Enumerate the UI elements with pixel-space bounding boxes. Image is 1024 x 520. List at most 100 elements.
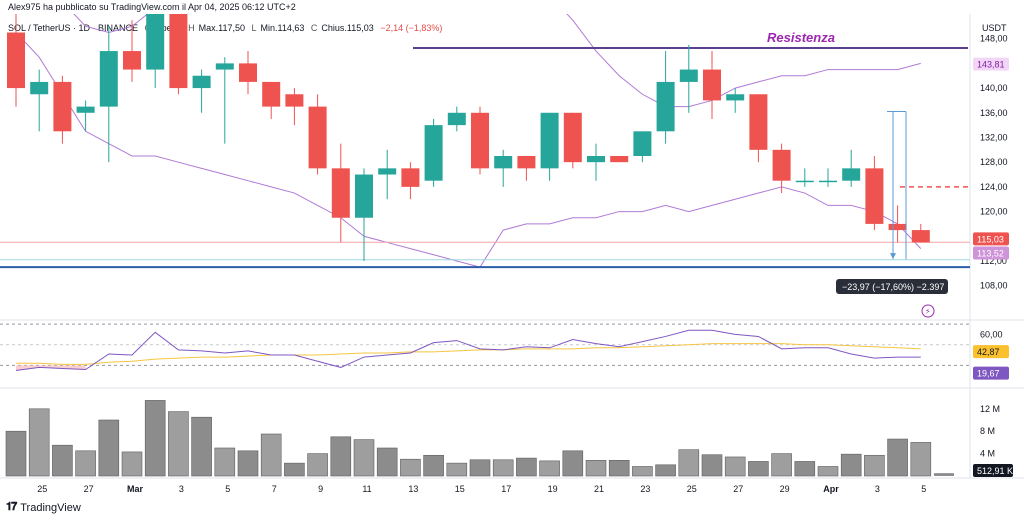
published-by-text: Alex975 ha pubblicato su TradingView.com…	[8, 2, 296, 12]
upper-band-badge: 143,81	[977, 60, 1005, 70]
time-tick-label: 9	[318, 484, 323, 494]
volume-bar	[330, 436, 352, 477]
time-tick-label: 3	[875, 484, 880, 494]
price-tick-label: 112,00	[980, 256, 1007, 266]
time-tick-label: 17	[501, 484, 511, 494]
candle-body	[447, 112, 466, 126]
candle-body	[679, 69, 698, 82]
candle-body	[888, 223, 907, 231]
candle-body	[471, 112, 489, 169]
tradingview-wordmark: TradingView	[20, 501, 81, 514]
volume-bar	[701, 454, 723, 477]
time-tick-label: 21	[594, 484, 604, 494]
volume-bar	[168, 411, 189, 477]
candle-body	[795, 180, 814, 183]
volume-bar	[724, 456, 746, 477]
volume-bar	[144, 400, 166, 477]
candle-body	[587, 156, 605, 163]
volume-bar	[353, 439, 375, 477]
low-value: Min.114,63	[260, 23, 305, 33]
time-tick-label: Apr	[823, 484, 839, 494]
bollinger-upper-line	[73, 14, 921, 108]
candle-body	[424, 125, 443, 181]
symbol-label[interactable]: SOL / TetherUS · 1D · BINANCE	[8, 23, 139, 33]
candle-body	[262, 81, 281, 107]
time-tick-label: 25	[37, 484, 47, 494]
upper-band-badge-bg	[973, 57, 1009, 71]
volume-bar	[28, 408, 50, 477]
volume-bar	[423, 454, 444, 477]
candle-body	[610, 156, 629, 163]
volume-bar-current	[934, 473, 954, 476]
price-tick-label: 128,00	[980, 157, 1008, 167]
volume-bar	[516, 457, 537, 477]
volume-bar	[817, 466, 839, 477]
volume-tick-label: 4 M	[980, 449, 995, 459]
volume-bar	[191, 416, 212, 477]
volume-bar	[910, 442, 932, 477]
tradingview-logo-icon: 𝟏𝟕	[6, 501, 17, 513]
candle-body	[726, 94, 745, 101]
open-value: Aper.1	[155, 23, 182, 33]
candle-body	[772, 149, 791, 181]
candle-body	[146, 14, 165, 70]
volume-bar	[632, 466, 653, 477]
footer-brand: 𝟏𝟕 TradingView	[6, 501, 81, 514]
volume-bar	[284, 462, 305, 477]
measure-arrow-icon	[890, 253, 896, 260]
candle-body	[842, 168, 861, 181]
price-tick-label: 132,00	[980, 132, 1008, 142]
volume-bar	[608, 460, 630, 477]
resistance-label: Resistenza	[767, 30, 835, 45]
time-tick-label: 27	[733, 484, 743, 494]
time-tick-label: 5	[921, 484, 926, 494]
rsi-oversold-fill	[16, 365, 86, 371]
time-tick-label: 27	[84, 484, 94, 494]
time-tick-label: 19	[548, 484, 558, 494]
price-tick-label: 120,00	[980, 207, 1008, 217]
volume-bar	[771, 453, 792, 477]
volume-bar	[539, 460, 560, 477]
volume-bar	[52, 444, 73, 477]
volume-tick-label: 8 M	[980, 426, 995, 436]
volume-bar	[98, 419, 120, 477]
high-value: Max.117,50	[198, 23, 245, 33]
candle-body	[401, 168, 420, 187]
volume-bar	[400, 458, 421, 477]
rsi-badge-bg	[973, 366, 1009, 380]
candle-body	[215, 63, 234, 70]
time-tick-label: 23	[640, 484, 650, 494]
candle-body	[494, 156, 513, 169]
time-tick-label: 25	[687, 484, 697, 494]
candle-body	[749, 94, 768, 150]
time-tick-label: 7	[272, 484, 277, 494]
volume-bar	[260, 433, 282, 477]
volume-bar	[864, 454, 885, 477]
volume-bar	[678, 449, 700, 477]
time-tick-label: 15	[455, 484, 465, 494]
price-tick-label: 140,00	[980, 83, 1008, 93]
rsi-ma-badge-bg	[973, 345, 1009, 359]
time-tick-label: 13	[408, 484, 418, 494]
candle-body	[99, 51, 118, 107]
candle-body	[239, 63, 257, 82]
candle-body	[30, 81, 49, 95]
candle-body	[355, 174, 373, 218]
lower-band-badge: 113,52	[977, 249, 1004, 259]
volume-bar	[585, 460, 607, 477]
candle-body	[819, 180, 837, 183]
candle-body	[285, 94, 304, 107]
volume-badge-bg	[973, 464, 1013, 477]
volume-bar	[75, 450, 96, 477]
close-label: C	[310, 23, 318, 33]
time-tick-label: Mar	[127, 484, 144, 494]
rsi-tick-label: 60,00	[980, 329, 1003, 339]
volume-bar	[655, 464, 676, 477]
candle-body	[911, 230, 930, 243]
candle-body	[7, 32, 25, 89]
candle-body	[123, 51, 141, 70]
price-tick-label: 124,00	[980, 182, 1008, 192]
price-tick-label: 136,00	[980, 108, 1008, 118]
